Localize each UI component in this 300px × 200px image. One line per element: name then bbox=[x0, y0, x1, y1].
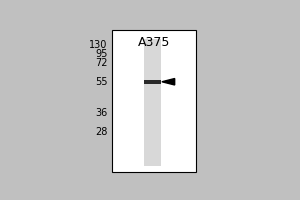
Text: 36: 36 bbox=[95, 108, 107, 118]
Text: A375: A375 bbox=[138, 36, 170, 49]
Text: 95: 95 bbox=[95, 49, 107, 59]
Text: 130: 130 bbox=[89, 40, 107, 50]
Bar bbox=[145, 39, 161, 166]
Bar bbox=[112, 30, 196, 172]
Text: 55: 55 bbox=[95, 77, 107, 87]
Bar bbox=[145, 80, 161, 84]
Text: 28: 28 bbox=[95, 127, 107, 137]
Polygon shape bbox=[162, 79, 175, 85]
Text: 72: 72 bbox=[95, 58, 107, 68]
